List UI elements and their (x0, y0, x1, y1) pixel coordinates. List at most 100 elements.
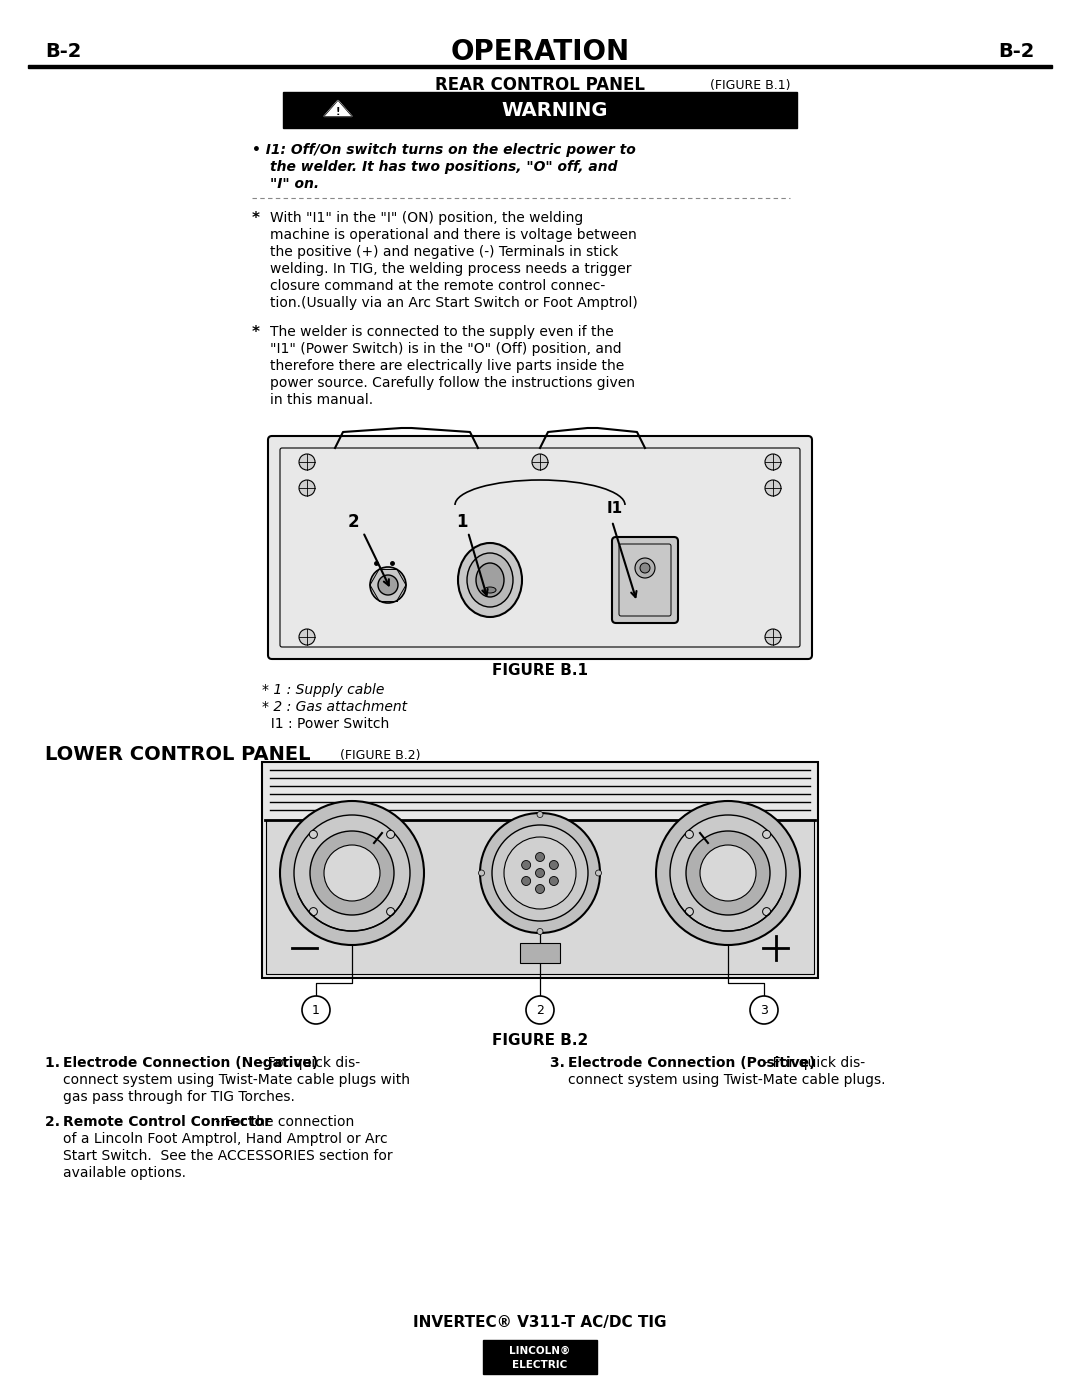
Circle shape (765, 480, 781, 496)
Text: (FIGURE B.1): (FIGURE B.1) (710, 79, 791, 92)
Text: of a Lincoln Foot Amptrol, Hand Amptrol or Arc: of a Lincoln Foot Amptrol, Hand Amptrol … (63, 1133, 388, 1146)
Text: closure command at the remote control connec-: closure command at the remote control co… (270, 279, 605, 293)
Circle shape (536, 884, 544, 894)
Text: FIGURE B.1: FIGURE B.1 (492, 663, 588, 677)
Text: Electrode Connection (Negative): Electrode Connection (Negative) (63, 1056, 319, 1070)
Text: 1.: 1. (45, 1056, 65, 1070)
Circle shape (324, 845, 380, 901)
Text: machine is operational and there is voltage between: machine is operational and there is volt… (270, 228, 637, 242)
Circle shape (526, 997, 554, 1024)
Circle shape (750, 997, 778, 1024)
Circle shape (370, 568, 406, 602)
Text: *: * (252, 325, 260, 340)
Text: B-2: B-2 (999, 42, 1035, 61)
Circle shape (299, 480, 315, 496)
Text: connect system using Twist-Mate cable plugs with: connect system using Twist-Mate cable pl… (63, 1073, 410, 1087)
Text: 1: 1 (456, 514, 468, 532)
Circle shape (280, 801, 424, 945)
Text: OPERATION: OPERATION (450, 37, 630, 67)
Text: Remote Control Connector: Remote Control Connector (63, 1115, 271, 1128)
Circle shape (299, 629, 315, 645)
Text: 1: 1 (312, 1004, 320, 1016)
Text: - For quick dis-: - For quick dis- (254, 1056, 360, 1070)
Text: 3.: 3. (550, 1056, 570, 1070)
Text: FIGURE B.2: FIGURE B.2 (491, 1033, 589, 1048)
Circle shape (309, 908, 318, 916)
Circle shape (640, 564, 650, 573)
Text: REAR CONTROL PANEL: REAR CONTROL PANEL (435, 76, 645, 94)
FancyBboxPatch shape (268, 436, 812, 659)
Circle shape (537, 929, 543, 934)
Text: 2: 2 (347, 514, 359, 532)
Ellipse shape (467, 552, 513, 607)
Text: INVERTEC® V311-T AC/DC TIG: INVERTEC® V311-T AC/DC TIG (414, 1314, 666, 1330)
Text: With "I1" in the "I" (ON) position, the welding: With "I1" in the "I" (ON) position, the … (270, 211, 583, 225)
Circle shape (378, 575, 399, 595)
Text: "I" on.: "I" on. (270, 178, 319, 192)
Circle shape (480, 813, 600, 933)
Circle shape (294, 815, 410, 931)
Text: tion.(Usually via an Arc Start Switch or Foot Amptrol): tion.(Usually via an Arc Start Switch or… (270, 296, 638, 310)
Circle shape (309, 830, 318, 838)
Text: welding. In TIG, the welding process needs a trigger: welding. In TIG, the welding process nee… (270, 262, 632, 276)
Ellipse shape (484, 587, 496, 593)
Circle shape (532, 454, 548, 471)
Polygon shape (324, 100, 352, 117)
FancyBboxPatch shape (612, 537, 678, 623)
Ellipse shape (476, 564, 504, 597)
Circle shape (765, 629, 781, 645)
Circle shape (670, 815, 786, 931)
Circle shape (536, 869, 544, 877)
Bar (283, 92, 797, 128)
Circle shape (550, 876, 558, 886)
Circle shape (762, 908, 771, 916)
Text: * 2 : Gas attachment: * 2 : Gas attachment (262, 700, 407, 713)
Circle shape (686, 831, 770, 915)
Circle shape (478, 870, 485, 876)
Circle shape (700, 845, 756, 901)
Text: (FIGURE B.2): (FIGURE B.2) (340, 750, 420, 762)
Text: 3: 3 (760, 1004, 768, 1016)
Circle shape (765, 454, 781, 471)
Text: The welder is connected to the supply even if the: The welder is connected to the supply ev… (270, 325, 613, 339)
Text: *: * (252, 211, 260, 226)
Circle shape (635, 558, 654, 577)
Bar (266, 820, 814, 974)
Ellipse shape (458, 543, 522, 618)
Text: in this manual.: in this manual. (270, 393, 373, 407)
Text: B-2: B-2 (45, 42, 81, 61)
Circle shape (536, 852, 544, 862)
Text: • I1: Off/On switch turns on the electric power to: • I1: Off/On switch turns on the electri… (252, 143, 636, 157)
Circle shape (387, 908, 394, 916)
Text: * 1 : Supply cable: * 1 : Supply cable (262, 683, 384, 697)
Text: the welder. It has two positions, "O" off, and: the welder. It has two positions, "O" of… (270, 160, 618, 174)
Text: available options.: available options. (63, 1166, 186, 1180)
Circle shape (686, 830, 693, 838)
Text: I1 : Power Switch: I1 : Power Switch (262, 718, 389, 731)
Text: !: ! (336, 107, 340, 117)
Text: power source. Carefully follow the instructions given: power source. Carefully follow the instr… (270, 376, 635, 390)
Bar (483, 1339, 597, 1374)
Text: Electrode Connection (Positive): Electrode Connection (Positive) (568, 1056, 815, 1070)
Text: WARNING: WARNING (502, 100, 608, 119)
Circle shape (504, 837, 576, 909)
Text: Start Switch.  See the ACCESSORIES section for: Start Switch. See the ACCESSORIES sectio… (63, 1149, 393, 1163)
Text: 2.: 2. (45, 1115, 65, 1128)
Text: LOWER CONTROL PANEL: LOWER CONTROL PANEL (45, 745, 311, 763)
Bar (519, 942, 561, 963)
Text: 2: 2 (536, 1004, 544, 1016)
Circle shape (686, 908, 693, 916)
Circle shape (550, 861, 558, 869)
Text: LINCOLN®: LINCOLN® (510, 1346, 570, 1356)
Text: - For the connection: - For the connection (211, 1115, 354, 1128)
Text: the positive (+) and negative (-) Terminals in stick: the positive (+) and negative (-) Termin… (270, 246, 619, 260)
Bar (28, 64, 1052, 68)
Circle shape (537, 812, 543, 818)
Text: gas pass through for TIG Torches.: gas pass through for TIG Torches. (63, 1090, 295, 1103)
Circle shape (522, 861, 530, 869)
Text: I1: I1 (607, 501, 623, 516)
Text: "I1" (Power Switch) is in the "O" (Off) position, and: "I1" (Power Switch) is in the "O" (Off) … (270, 341, 622, 355)
Text: ELECTRIC: ELECTRIC (512, 1360, 568, 1370)
Circle shape (492, 824, 588, 922)
Text: therefore there are electrically live parts inside the: therefore there are electrically live pa… (270, 359, 624, 373)
